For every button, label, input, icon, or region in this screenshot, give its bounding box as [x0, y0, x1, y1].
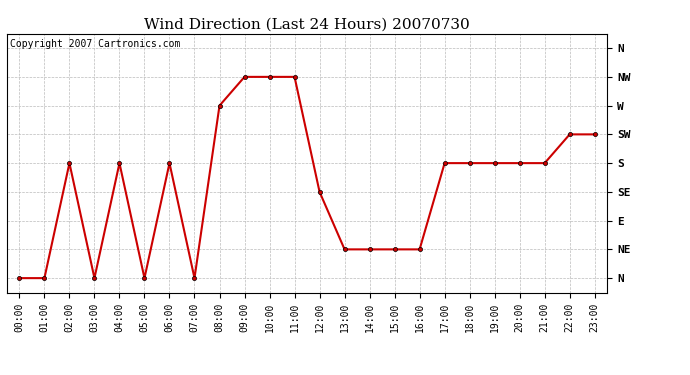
Title: Wind Direction (Last 24 Hours) 20070730: Wind Direction (Last 24 Hours) 20070730: [144, 17, 470, 31]
Text: Copyright 2007 Cartronics.com: Copyright 2007 Cartronics.com: [10, 39, 180, 49]
